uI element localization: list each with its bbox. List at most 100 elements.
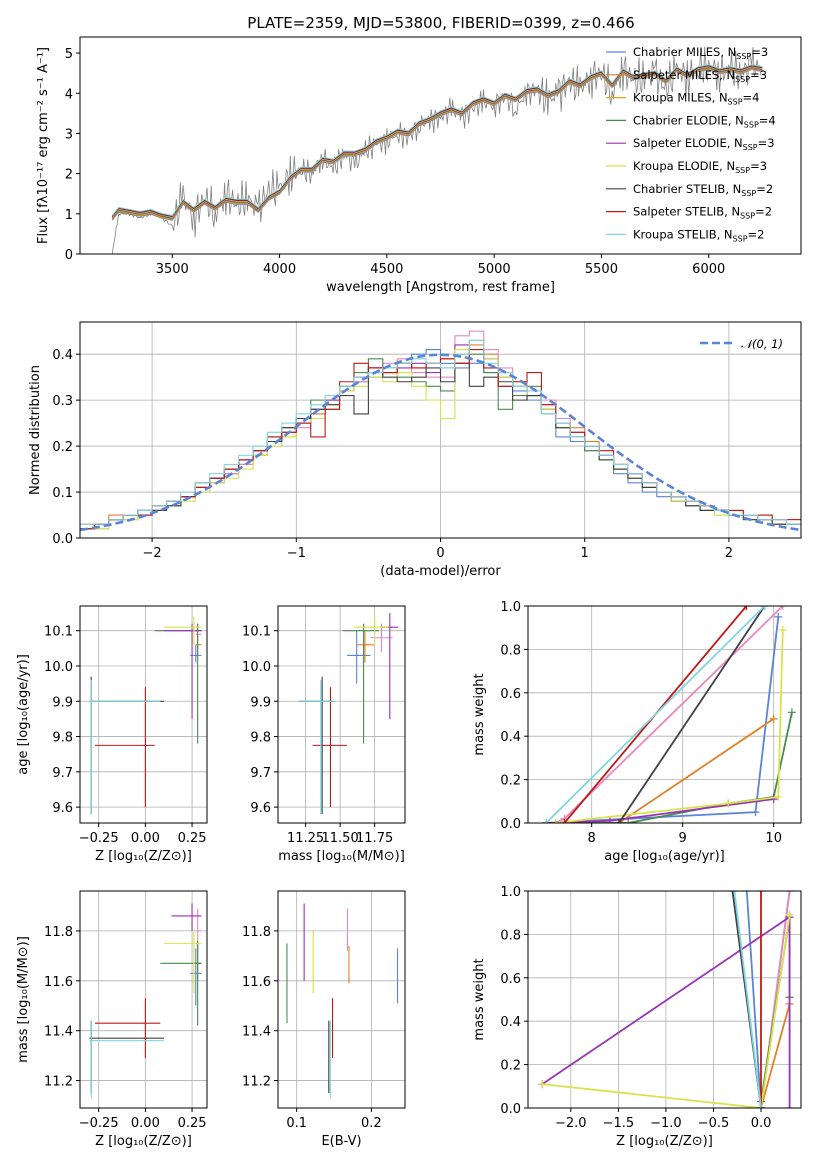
weight-marker: [778, 606, 787, 610]
weight-track-4: [546, 712, 793, 823]
weight-marker: [778, 625, 787, 634]
chart-spectrum-ytick-label: 5: [65, 47, 73, 62]
chart-age-vs-mass-ytick-label: 10.0: [242, 660, 271, 675]
weight-marker: [785, 1104, 794, 1108]
chart-weight-vs-age-ylabel: mass weight: [472, 673, 487, 755]
chart-spectrum-xtick-label: 6000: [692, 262, 725, 277]
chart-age-vs-mass-ytick-label: 10.1: [242, 625, 271, 640]
errorbar-point-2: [195, 637, 202, 656]
chart-mass-vs-Z-ytick-label: 11.4: [44, 1025, 73, 1040]
chart-weight-vs-Z-frame: [527, 890, 802, 1109]
chart-residuals-xlabel: (data-model)/error: [380, 564, 501, 579]
chart-weight-vs-age-plot-area: [542, 606, 796, 823]
chart-age-vs-Z-ytick-label: 9.9: [52, 695, 73, 710]
chart-age-vs-mass-ytick-label: 9.6: [250, 801, 271, 816]
weight-marker: [560, 819, 569, 823]
chart-mass-vs-Z-ytick-label: 11.6: [44, 975, 73, 990]
chart-age-vs-Z-plot-area: [89, 616, 202, 815]
chart-spectrum-xtick-label: 4500: [370, 262, 403, 277]
chart-age-vs-Z-ytick-label: 10.0: [44, 660, 73, 675]
weight-marker: [774, 792, 783, 801]
chart-weight-vs-Z: −2.0 −1.5 −1.0 −0.5 0.0 0.0 0.2 0.4 0.6 0.8 1.0 Z […: [472, 885, 802, 1149]
weight-track-7: [618, 606, 766, 823]
chart-weight-vs-age-xlabel: age [log₁₀(age/yr)]: [604, 849, 725, 864]
chart-mass-vs-Z-xtick-label: 0.25: [178, 1116, 207, 1131]
chart-mass-vs-Z-xtick-label: −0.25: [79, 1116, 119, 1131]
weight-marker: [757, 1104, 766, 1108]
errorbar-point-9: [89, 680, 161, 815]
errorbar-point-5: [171, 903, 202, 931]
weight-marker: [728, 891, 737, 895]
chart-mass-vs-Z: −0.25 0.00 0.25 11.2 11.4 11.6 11.8 Z [log₁₀(Z/…: [16, 890, 208, 1149]
chart-residuals-ytick-label: 0.0: [52, 532, 73, 547]
chart-weight-vs-Z-ytick-label: 0.8: [500, 928, 521, 943]
chart-age-vs-Z: −0.25 0.00 0.25 9.6 9.7 9.8 9.9 10.0 10.1 Z [log₁…: [16, 605, 208, 864]
gaussian-curve: [80, 353, 801, 532]
errorbar-point-4: [342, 623, 379, 744]
chart-age-vs-mass-xtick-label: 11.75: [356, 831, 393, 846]
weight-track-9: [545, 606, 766, 823]
chart-weight-vs-Z-ytick-label: 1.0: [500, 885, 521, 900]
legend-entry-2: Salpeter MILES, NSSP=3: [633, 68, 767, 84]
chart-residuals-xtick-label: 2: [725, 546, 733, 561]
histogram-9: [80, 339, 801, 525]
weight-track-1: [745, 891, 791, 1108]
weight-marker: [785, 910, 794, 919]
errorbar-point-6: [353, 616, 389, 645]
chart-age-vs-mass-frame: [277, 605, 406, 824]
chart-weight-vs-Z-xtick-label: 0.0: [751, 1116, 772, 1131]
chart-mass-vs-ebv-xtick-label: 0.1: [286, 1116, 307, 1131]
weight-marker: [787, 708, 796, 717]
chart-weight-vs-Z-ytick-label: 0.4: [500, 1015, 521, 1030]
weight-track-6: [542, 914, 791, 1108]
chart-age-vs-Z-xtick-label: 0.00: [131, 831, 160, 846]
chart-spectrum-ytick-label: 3: [65, 127, 73, 142]
chart-weight-vs-age-xtick-label: 8: [588, 831, 596, 846]
chart-spectrum-ytick-label: 0: [65, 248, 73, 263]
figure-title: PLATE=2359, MJD=53800, FIBERID=0399, z=0…: [247, 14, 634, 32]
errorbar-point-8: [94, 998, 161, 1059]
weight-marker: [742, 606, 751, 610]
chart-spectrum-xtick-label: 3500: [156, 262, 189, 277]
chart-age-vs-Z-ytick-label: 9.8: [52, 731, 73, 746]
errorbar-point-1: [347, 630, 371, 684]
legend-entry-5: Salpeter ELODIE, NSSP=3: [633, 136, 775, 152]
chart-weight-vs-Z-ytick-label: 0.2: [500, 1059, 521, 1074]
chart-mass-vs-Z-frame: [79, 890, 208, 1109]
chart-mass-vs-Z-ylabel: mass [log₁₀(M/M⊙)]: [16, 936, 31, 1063]
errorbar-point-3: [370, 623, 393, 652]
chart-age-vs-Z-ytick-label: 9.6: [52, 801, 73, 816]
chart-weight-vs-Z-plot-area: [538, 891, 794, 1108]
chart-residuals-xtick-label: −1: [287, 546, 306, 561]
weight-marker: [774, 612, 783, 621]
chart-spectrum-frame: [79, 36, 802, 255]
chart-mass-vs-Z-ytick-label: 11.8: [44, 925, 73, 940]
chart-age-vs-Z-frame: [79, 605, 208, 824]
chart-mass-vs-ebv-xtick-label: 0.2: [361, 1116, 382, 1131]
weight-marker: [730, 891, 739, 895]
chart-mass-vs-ebv-plot-area: [286, 903, 399, 1099]
chart-weight-vs-age-ytick-label: 0.2: [500, 774, 521, 789]
chart-residuals-xtick-label: 1: [581, 546, 589, 561]
chart-age-vs-mass-ytick-label: 9.7: [250, 766, 271, 781]
chart-spectrum-xtick-label: 5000: [478, 262, 511, 277]
chart-residuals-ytick-label: 0.2: [52, 440, 73, 455]
chart-age-vs-mass-xtick-label: 11.25: [287, 831, 324, 846]
weight-track-3: [554, 606, 784, 823]
chart-mass-vs-ebv-ytick-label: 11.2: [242, 1075, 271, 1090]
chart-mass-vs-ebv-ytick-label: 11.6: [242, 975, 271, 990]
legend-entry-9: Kroupa STELIB, NSSP=2: [633, 227, 764, 243]
weight-marker: [624, 819, 633, 823]
chart-age-vs-Z-ytick-label: 10.1: [44, 625, 73, 640]
chart-residuals-plot-area: [80, 330, 801, 532]
chart-weight-vs-age-ytick-label: 1.0: [500, 600, 521, 615]
chart-mass-vs-ebv-ytick-label: 11.8: [242, 925, 271, 940]
observed-spectrum-line: [111, 46, 762, 254]
chart-age-vs-mass-xtick-label: 11.50: [322, 831, 359, 846]
chart-residuals-ytick-label: 0.3: [52, 394, 73, 409]
weight-marker: [724, 799, 733, 808]
legend-entry-4: Chabrier ELODIE, NSSP=4: [633, 113, 776, 129]
weight-marker: [757, 891, 766, 895]
chart-age-vs-Z-ytick-label: 9.7: [52, 766, 73, 781]
